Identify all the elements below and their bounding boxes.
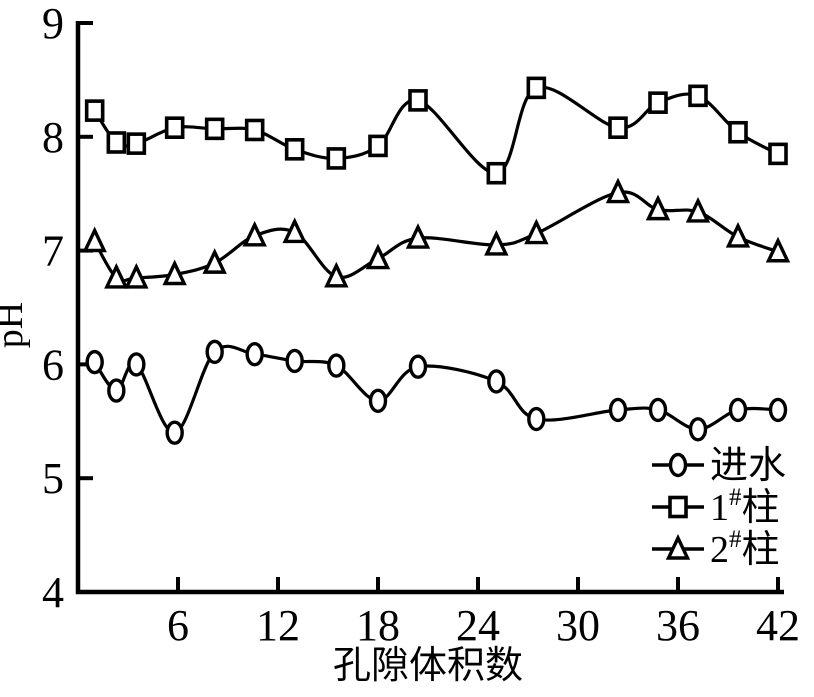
series-column-1-marker <box>486 161 507 185</box>
y-tick-label: 6 <box>42 340 64 389</box>
series-column-2-marker <box>124 262 149 289</box>
series-column-2-marker <box>242 220 267 247</box>
legend-influent-label: 进水 <box>710 445 786 487</box>
legend-column-2-marker <box>665 534 691 560</box>
x-tick-label: 36 <box>656 601 700 650</box>
series-column-2-marker <box>365 243 391 270</box>
series-column-1-marker <box>526 76 547 100</box>
series-column-1-marker <box>728 120 748 144</box>
series-column-2-marker <box>82 226 107 253</box>
legend-column-1-label: 1#柱 <box>710 484 780 529</box>
x-tick-label: 18 <box>356 601 400 650</box>
series-column-1-marker <box>768 142 788 166</box>
series-column-1-marker <box>284 138 305 161</box>
series-column-2-marker <box>484 229 509 256</box>
x-tick-label: 12 <box>256 601 300 650</box>
series-column-1-marker <box>408 89 428 112</box>
series-column-2-marker <box>104 262 129 289</box>
series-column-1-marker <box>688 84 708 108</box>
series-column-1-marker <box>368 134 388 158</box>
y-axis-label: pH <box>0 302 31 348</box>
series-influent-marker <box>127 352 146 377</box>
series-column-2-marker <box>725 221 751 248</box>
x-tick-label: 6 <box>167 601 189 650</box>
legend-column-2-label: 2#柱 <box>710 526 780 571</box>
series-influent-marker <box>327 353 346 378</box>
series-influent-marker <box>728 397 748 423</box>
y-tick-label: 8 <box>42 113 64 162</box>
y-tick-label: 5 <box>42 454 64 503</box>
series-column-2-marker <box>162 259 187 286</box>
series-column-2-marker <box>605 177 631 204</box>
series-column-2-marker <box>405 223 431 249</box>
x-tick-label: 30 <box>556 601 600 650</box>
series-column-1-marker <box>326 147 347 170</box>
series-influent-marker <box>768 397 788 423</box>
series-influent-curve <box>93 344 780 435</box>
series-column-1-marker <box>608 116 628 139</box>
series-column-1-marker <box>204 117 225 141</box>
legend-column-1-marker <box>668 495 688 519</box>
series-influent-marker <box>527 406 546 432</box>
series-influent-marker <box>107 378 126 403</box>
series-influent-marker <box>205 339 224 365</box>
series-influent-marker <box>688 417 708 442</box>
series-column-2-marker <box>645 194 671 221</box>
series-column-1-marker <box>84 99 105 122</box>
series-influent-marker <box>648 397 668 423</box>
x-tick-label: 24 <box>456 601 500 650</box>
series-column-1-marker <box>648 91 668 114</box>
series-column-2-marker <box>685 196 711 223</box>
y-tick-label: 4 <box>42 568 64 617</box>
series-influent-marker <box>368 388 388 414</box>
x-tick-label: 42 <box>756 601 800 650</box>
series-column-1-marker <box>126 132 147 155</box>
series-column-1-marker <box>164 116 185 139</box>
x-axis-label: 孔隙体积数 <box>333 645 523 687</box>
series-column-2-curve <box>93 190 780 283</box>
series-influent-marker <box>487 369 506 394</box>
series-influent-marker <box>85 349 104 375</box>
series-influent-marker <box>608 397 628 423</box>
series-column-2-marker <box>765 236 791 263</box>
series-column-1-marker <box>106 131 127 154</box>
series-influent-marker <box>408 354 428 379</box>
y-tick-label: 9 <box>42 0 64 48</box>
y-tick-label: 7 <box>42 227 64 276</box>
series-influent-marker <box>165 420 184 445</box>
series-column-2-marker <box>524 218 549 245</box>
legend-influent-marker <box>668 452 688 478</box>
series-column-2-marker <box>202 248 227 274</box>
series-influent-marker <box>245 341 264 367</box>
series-column-1-marker <box>244 118 265 142</box>
series-column-2-marker <box>282 217 307 244</box>
series-column-2-marker <box>324 261 349 288</box>
series-column-1-curve <box>93 85 780 175</box>
series-influent-marker <box>285 348 304 374</box>
